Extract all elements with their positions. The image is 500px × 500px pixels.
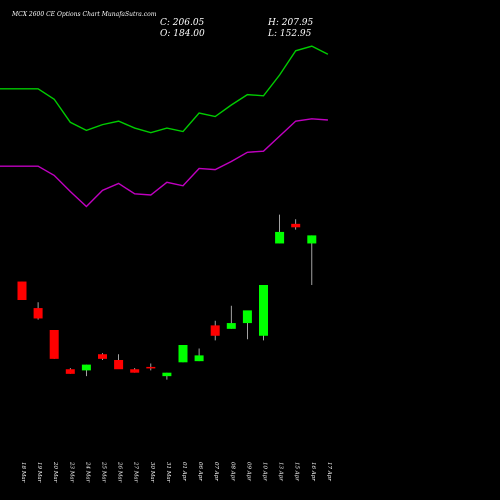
candle-body (307, 235, 317, 244)
chart-title: MCX 2600 CE Options Chart MunafaSutra.co… (12, 11, 157, 18)
candle-body (146, 366, 156, 369)
candle (81, 364, 91, 377)
x-tick-label: 07 Apr (213, 462, 219, 481)
x-tick-label: 17 Apr (326, 462, 332, 481)
candle-body (178, 345, 188, 363)
low-value: L: 152.95 (268, 29, 312, 39)
x-tick-label: 31 Mar (165, 462, 171, 483)
x-tick-label: 08 Apr (229, 462, 235, 481)
x-tick-label: 13 Apr (278, 462, 284, 481)
x-tick-label: 26 Mar (117, 461, 123, 483)
x-tick-label: 18 Mar (20, 462, 26, 483)
candle-body (259, 285, 268, 336)
candle-body (194, 355, 204, 362)
candle (98, 353, 107, 360)
x-tick-label: 16 Apr (310, 462, 316, 481)
candle (49, 330, 59, 359)
candle (194, 348, 204, 362)
candle-body (17, 281, 27, 300)
candle-body (130, 369, 140, 373)
candle (130, 368, 140, 373)
candle (291, 219, 301, 230)
candle-body (210, 325, 220, 336)
close-value: C: 206.05 (160, 18, 205, 28)
candle-body (114, 360, 124, 370)
candle-body (98, 354, 107, 359)
candle-body (33, 308, 43, 319)
candle (275, 214, 285, 244)
candle (33, 302, 43, 320)
x-tick-label: 01 Apr (181, 462, 187, 481)
average-line-1 (0, 45, 329, 134)
x-tick-label: 27 Mar (133, 461, 139, 483)
candle (114, 354, 124, 370)
x-tick-label: 24 Mar (84, 461, 90, 483)
x-tick-label: 25 Mar (101, 461, 107, 483)
candle (146, 363, 156, 371)
candle-body (162, 372, 172, 377)
candle-body (49, 330, 59, 359)
candle (162, 372, 172, 380)
candle (17, 281, 27, 300)
x-tick-label: 06 Apr (197, 462, 203, 481)
x-tick-label: 15 Apr (294, 462, 300, 481)
candle-body (226, 323, 236, 329)
candle-body (81, 364, 91, 371)
x-tick-label: 19 Mar (36, 462, 42, 483)
candle (65, 368, 75, 374)
x-tick-label: 10 Apr (262, 462, 268, 481)
candle (242, 310, 252, 340)
open-value: O: 184.00 (160, 29, 205, 39)
candle-body (242, 310, 252, 324)
candle-body (291, 223, 301, 228)
candle (259, 285, 268, 341)
candle (307, 235, 317, 285)
high-value: H: 207.95 (268, 18, 314, 28)
x-tick-label: 30 Mar (149, 462, 155, 483)
x-tick-label: 20 Mar (52, 461, 58, 483)
average-line-2 (0, 118, 328, 208)
candle (178, 345, 188, 363)
x-tick-label: 09 Apr (245, 462, 251, 481)
candle-body (275, 231, 285, 244)
x-tick-label: 23 Mar (68, 461, 74, 483)
candle (210, 320, 220, 341)
candle-body (65, 369, 75, 374)
candle (226, 305, 236, 329)
